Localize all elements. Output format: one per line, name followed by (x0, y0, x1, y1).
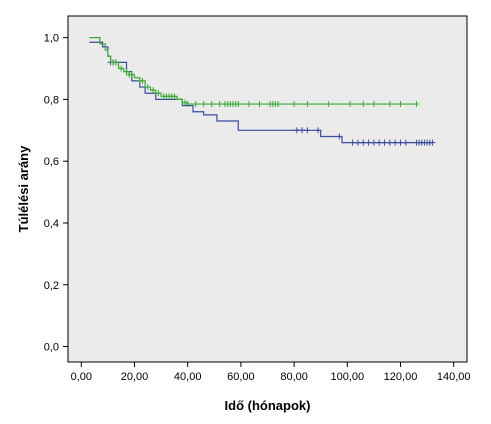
x-tick-label: 100,00 (330, 371, 364, 383)
x-tick-label: 20,00 (121, 371, 149, 383)
censor-mark (349, 139, 356, 146)
x-tick-label: 120,00 (384, 371, 418, 383)
y-tick-label: 0,8 (44, 94, 59, 106)
censor-mark (304, 127, 311, 134)
censor-mark (429, 139, 436, 146)
censor-mark (144, 84, 151, 91)
x-axis-title: Idő (hónapok) (225, 398, 311, 413)
censor-mark (128, 71, 135, 78)
censor-mark (360, 139, 367, 146)
y-tick-label: 0,6 (44, 156, 59, 168)
plot-area (67, 15, 468, 363)
censor-mark (397, 101, 404, 108)
censor-mark (171, 93, 178, 100)
censor-mark (275, 101, 282, 108)
censor-mark (256, 101, 263, 108)
censor-mark (346, 101, 353, 108)
censor-mark (208, 101, 215, 108)
censor-mark (386, 101, 393, 108)
censor-mark (370, 101, 377, 108)
censor-mark (315, 127, 322, 134)
censor-mark (245, 101, 252, 108)
x-tick-label: 80,00 (280, 371, 308, 383)
survival-curve-2 (89, 37, 417, 105)
censor-mark (150, 87, 157, 94)
censor-mark (155, 90, 162, 97)
censor-mark (370, 139, 377, 146)
y-tick-label: 0,2 (44, 280, 59, 292)
censor-mark (381, 139, 388, 146)
censor-mark (112, 59, 119, 66)
x-tick-label: 140,00 (437, 371, 471, 383)
censor-mark (184, 101, 191, 108)
censor-mark (386, 139, 393, 146)
y-tick-label: 0,4 (44, 218, 59, 230)
censor-mark (360, 101, 367, 108)
censor-mark (365, 139, 372, 146)
censor-mark (325, 101, 332, 108)
censor-mark (376, 139, 383, 146)
censor-mark (291, 101, 298, 108)
censor-mark (402, 139, 409, 146)
y-tick-label: 0,0 (44, 342, 59, 354)
censor-mark (123, 68, 130, 75)
censor-mark (200, 101, 207, 108)
x-axis: 0,00 20,00 40,00 60,00 80,00 100,00 120,00 140,… (71, 362, 471, 383)
censor-mark (118, 65, 125, 72)
series-layer (89, 37, 436, 146)
y-axis: 0,0 0,2 0,4 0,6 0,8 1,0 (44, 33, 68, 354)
censor-mark (354, 139, 361, 146)
censor-mark (413, 101, 420, 108)
censor-mark (235, 101, 242, 108)
y-axis-title: Túlélési arány (16, 145, 31, 232)
censor-mark (304, 101, 311, 108)
censor-mark (336, 133, 343, 140)
x-tick-label: 0,00 (71, 371, 92, 383)
x-tick-label: 60,00 (227, 371, 255, 383)
censor-mark (192, 101, 199, 108)
censor-mark (397, 139, 404, 146)
x-tick-label: 40,00 (174, 371, 202, 383)
censor-mark (299, 127, 306, 134)
censor-mark (216, 101, 223, 108)
censor-mark (293, 127, 300, 134)
censor-mark (392, 139, 399, 146)
censor-mark (139, 77, 146, 84)
y-tick-label: 1,0 (44, 33, 59, 45)
